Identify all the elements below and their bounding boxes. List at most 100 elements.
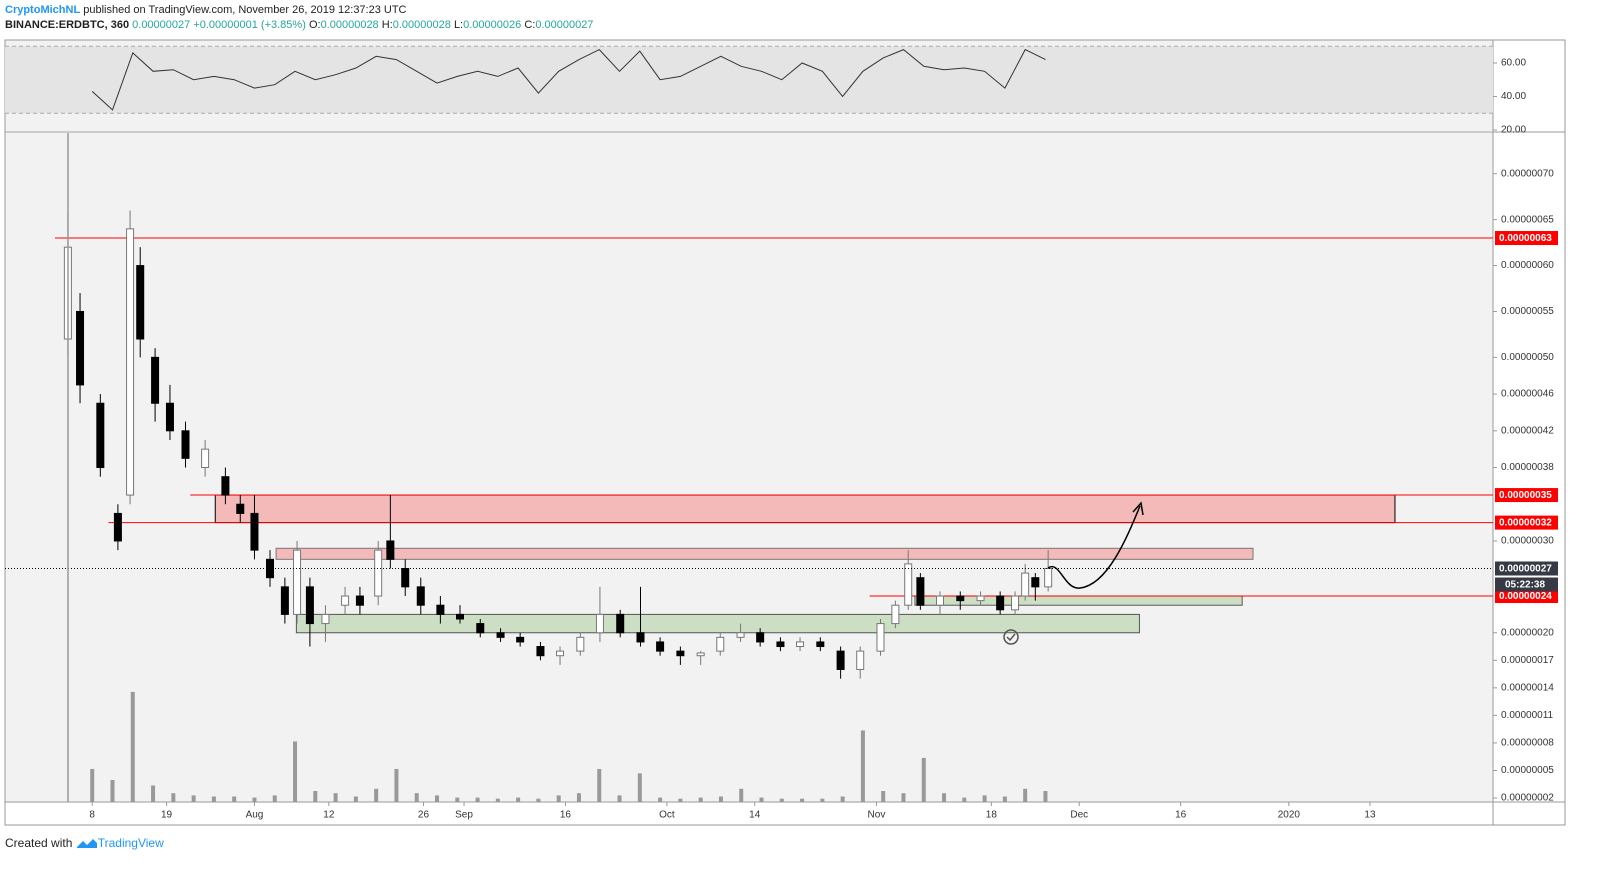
level-label: 0.00000063 — [1499, 233, 1552, 244]
volume-bar — [962, 797, 967, 802]
x-tick-label: 16 — [560, 810, 572, 821]
volume-bar — [759, 797, 764, 802]
candle-body — [796, 641, 805, 648]
candle-body — [516, 636, 525, 643]
x-tick-label: Sep — [455, 810, 473, 821]
candle-body — [904, 563, 913, 606]
candle-body — [536, 646, 545, 657]
candle-body — [165, 402, 174, 432]
y-tick-label: 0.00000042 — [1501, 425, 1554, 436]
symbol: BINANCE:ERDBTC, 360 — [5, 19, 130, 31]
volume-bar — [800, 798, 805, 802]
volume-bar — [333, 793, 338, 802]
frame — [4, 39, 1566, 826]
x-tick-label: Nov — [868, 810, 886, 821]
ohlc-key: L: — [453, 19, 464, 31]
y-tick-label: 0.00000046 — [1501, 389, 1554, 400]
volume-bar — [211, 796, 216, 802]
candle-body — [876, 623, 885, 652]
candle-body — [181, 430, 190, 459]
candle-body — [891, 604, 900, 625]
candle-body — [595, 613, 604, 634]
candle-body — [736, 632, 745, 638]
x-tick-label: 26 — [418, 810, 430, 821]
volume-bar — [698, 797, 703, 802]
last-price: 0.00000027 — [132, 19, 191, 31]
candle-body — [96, 402, 105, 469]
y-tick-label: 0.00000070 — [1501, 168, 1554, 179]
footer-brand[interactable]: TradingView — [97, 836, 164, 850]
volume-bar — [130, 691, 135, 802]
candle-body — [321, 613, 330, 625]
zone — [214, 494, 1396, 524]
volume-bar — [637, 773, 642, 802]
volume-bar — [191, 795, 196, 802]
y-tick-label: 0.00000055 — [1501, 306, 1554, 317]
volume-bar — [414, 793, 419, 802]
rsi-line — [91, 48, 1046, 111]
ohlc-key: H: — [381, 19, 393, 31]
candle-body — [416, 586, 425, 606]
candle-body — [455, 613, 464, 620]
candle-body — [1011, 595, 1020, 611]
volume-bar — [881, 790, 886, 802]
candle-body — [836, 650, 845, 670]
candle-body — [756, 632, 765, 643]
change: +0.00000001 (+3.85%) — [193, 19, 306, 31]
y-tick-label: 0.00000017 — [1501, 655, 1554, 666]
candle-body — [201, 448, 210, 469]
y-tick-label: 0.00000002 — [1501, 793, 1554, 804]
price-pane — [5, 133, 1493, 802]
volume-bar — [921, 757, 926, 802]
volume-bar — [151, 785, 156, 802]
y-tick-label: 0.00000005 — [1501, 765, 1554, 776]
candle-body — [126, 228, 135, 496]
rsi-tick-label: 40.00 — [1501, 91, 1526, 102]
volume-bar — [820, 798, 825, 802]
volume-bar — [1002, 796, 1007, 802]
candle-body — [976, 595, 985, 602]
published: published on TradingView.com, November 2… — [83, 4, 407, 16]
y-tick-label: 0.00000060 — [1501, 260, 1554, 271]
volume-bar — [435, 795, 439, 802]
ohlc-value: 0.00000028 — [392, 19, 451, 31]
author[interactable]: CryptoMichNL — [5, 4, 81, 16]
ohlc-key: C: — [524, 19, 536, 31]
volume-bar — [779, 798, 784, 802]
volume-bar — [495, 798, 500, 802]
x-tick-label: Aug — [246, 810, 264, 821]
level-badge — [1495, 231, 1558, 246]
candle-body — [151, 356, 160, 404]
candle-body — [113, 512, 122, 542]
candle-body — [386, 540, 395, 560]
candle-body — [374, 549, 383, 597]
candle-body — [496, 632, 505, 638]
y-tick-label: 0.00000030 — [1501, 536, 1554, 547]
x-tick-label: 19 — [161, 810, 173, 821]
projection-arrow — [1047, 505, 1141, 589]
y-tick-label: 0.00000020 — [1501, 627, 1554, 638]
candle-body — [436, 604, 445, 615]
y-tick-label: 0.00000038 — [1501, 462, 1554, 473]
candle-body — [676, 650, 685, 657]
y-tick-label: 0.00000008 — [1501, 738, 1554, 749]
candle-body — [76, 310, 85, 386]
x-tick-label: 13 — [1364, 810, 1376, 821]
rsi-tick-label: 20.00 — [1501, 125, 1526, 136]
volume-bar — [739, 788, 744, 802]
countdown-label: 05:22:38 — [1505, 580, 1545, 591]
x-tick-label: 16 — [1175, 810, 1187, 821]
volume-bar — [293, 741, 298, 802]
chart: 60.00 40.00 20.00 0.00000070 0.00000065 0.000… — [4, 39, 1566, 826]
candle-body — [136, 265, 145, 340]
candle-body — [616, 613, 625, 634]
x-tick-label: 14 — [749, 810, 761, 821]
volume-bar — [516, 797, 521, 802]
ohlc-value: 0.00000026 — [463, 19, 522, 31]
level-label: 0.00000035 — [1499, 490, 1552, 501]
candle-body — [656, 641, 665, 652]
current-price-label: 0.00000027 — [1499, 564, 1552, 575]
volume-bar — [942, 793, 947, 802]
level-badge — [1495, 515, 1558, 530]
y-tick-label: 0.00000065 — [1501, 214, 1554, 225]
